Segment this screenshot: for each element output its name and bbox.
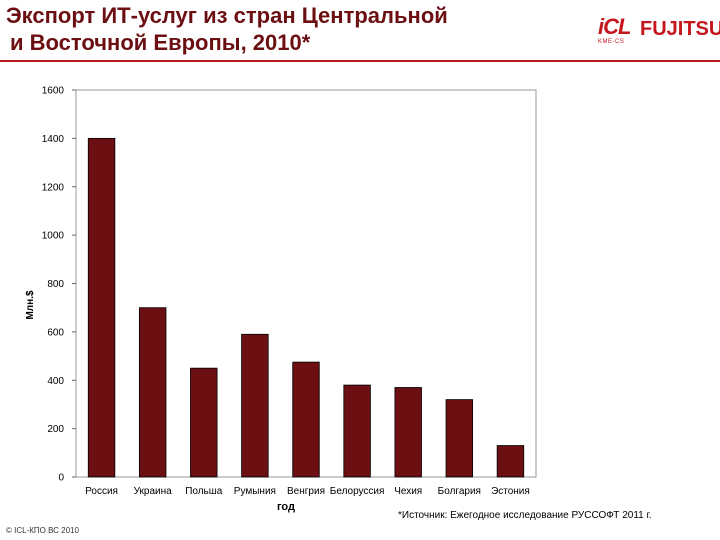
bar-9	[496, 445, 525, 478]
x-tick-label: Венгрия	[287, 486, 325, 497]
y-tick-label: 400	[47, 376, 64, 387]
y-axis-label: Млн.$	[25, 290, 36, 320]
y-tick-label: 0	[58, 473, 64, 484]
x-tick-label: Россия	[85, 486, 118, 497]
icl-logo-text: iCL	[598, 14, 631, 39]
source-footnote: *Источник: Ежегодное исследование РУССОФ…	[398, 510, 652, 521]
bar-4	[241, 333, 269, 478]
icl-logo: iCL KME-CS	[598, 16, 634, 52]
x-tick-label: Польша	[185, 486, 223, 497]
x-axis: Россия Украина Польша Румыния Венгрия Белорус…	[85, 486, 530, 497]
x-tick-label: Чехия	[394, 486, 422, 497]
copyright-footer: © ICL-КПО ВС 2010	[6, 526, 79, 535]
x-tick-label: Болгария	[438, 486, 481, 497]
bar-3	[190, 367, 218, 478]
y-tick-label: 1200	[42, 182, 65, 193]
y-axis: 0 200 400 600 800 1000 1200 1400 1600	[42, 86, 76, 484]
bar-7	[394, 387, 422, 478]
x-tick-label: Белоруссия	[330, 486, 385, 497]
title-divider	[0, 60, 720, 62]
x-tick-label: Эстония	[491, 486, 530, 497]
y-tick-label: 800	[47, 279, 64, 290]
bar-1	[87, 137, 116, 478]
icl-logo-subtext: KME-CS	[598, 39, 625, 45]
x-axis-label: год	[277, 501, 295, 513]
x-tick-label: Украина	[134, 486, 173, 497]
bars	[87, 137, 525, 478]
bar-2	[138, 307, 167, 478]
title-line-2: и Восточной Европы, 2010*	[10, 30, 311, 55]
bar-6	[343, 384, 371, 478]
y-tick-label: 600	[47, 327, 64, 338]
y-tick-label: 1000	[42, 231, 65, 242]
title-line-1: Экспорт ИТ-услуг из стран Центральной	[6, 3, 448, 28]
x-tick-label: Румыния	[234, 486, 276, 497]
y-tick-label: 1600	[42, 86, 65, 97]
bar-5	[292, 361, 320, 478]
slide-title: Экспорт ИТ-услуг из стран Центральной и …	[6, 2, 526, 56]
bar-8	[445, 399, 474, 478]
fujitsu-logo: FUJITSU	[640, 18, 720, 40]
y-tick-label: 1400	[42, 134, 65, 145]
y-tick-label: 200	[47, 424, 64, 435]
